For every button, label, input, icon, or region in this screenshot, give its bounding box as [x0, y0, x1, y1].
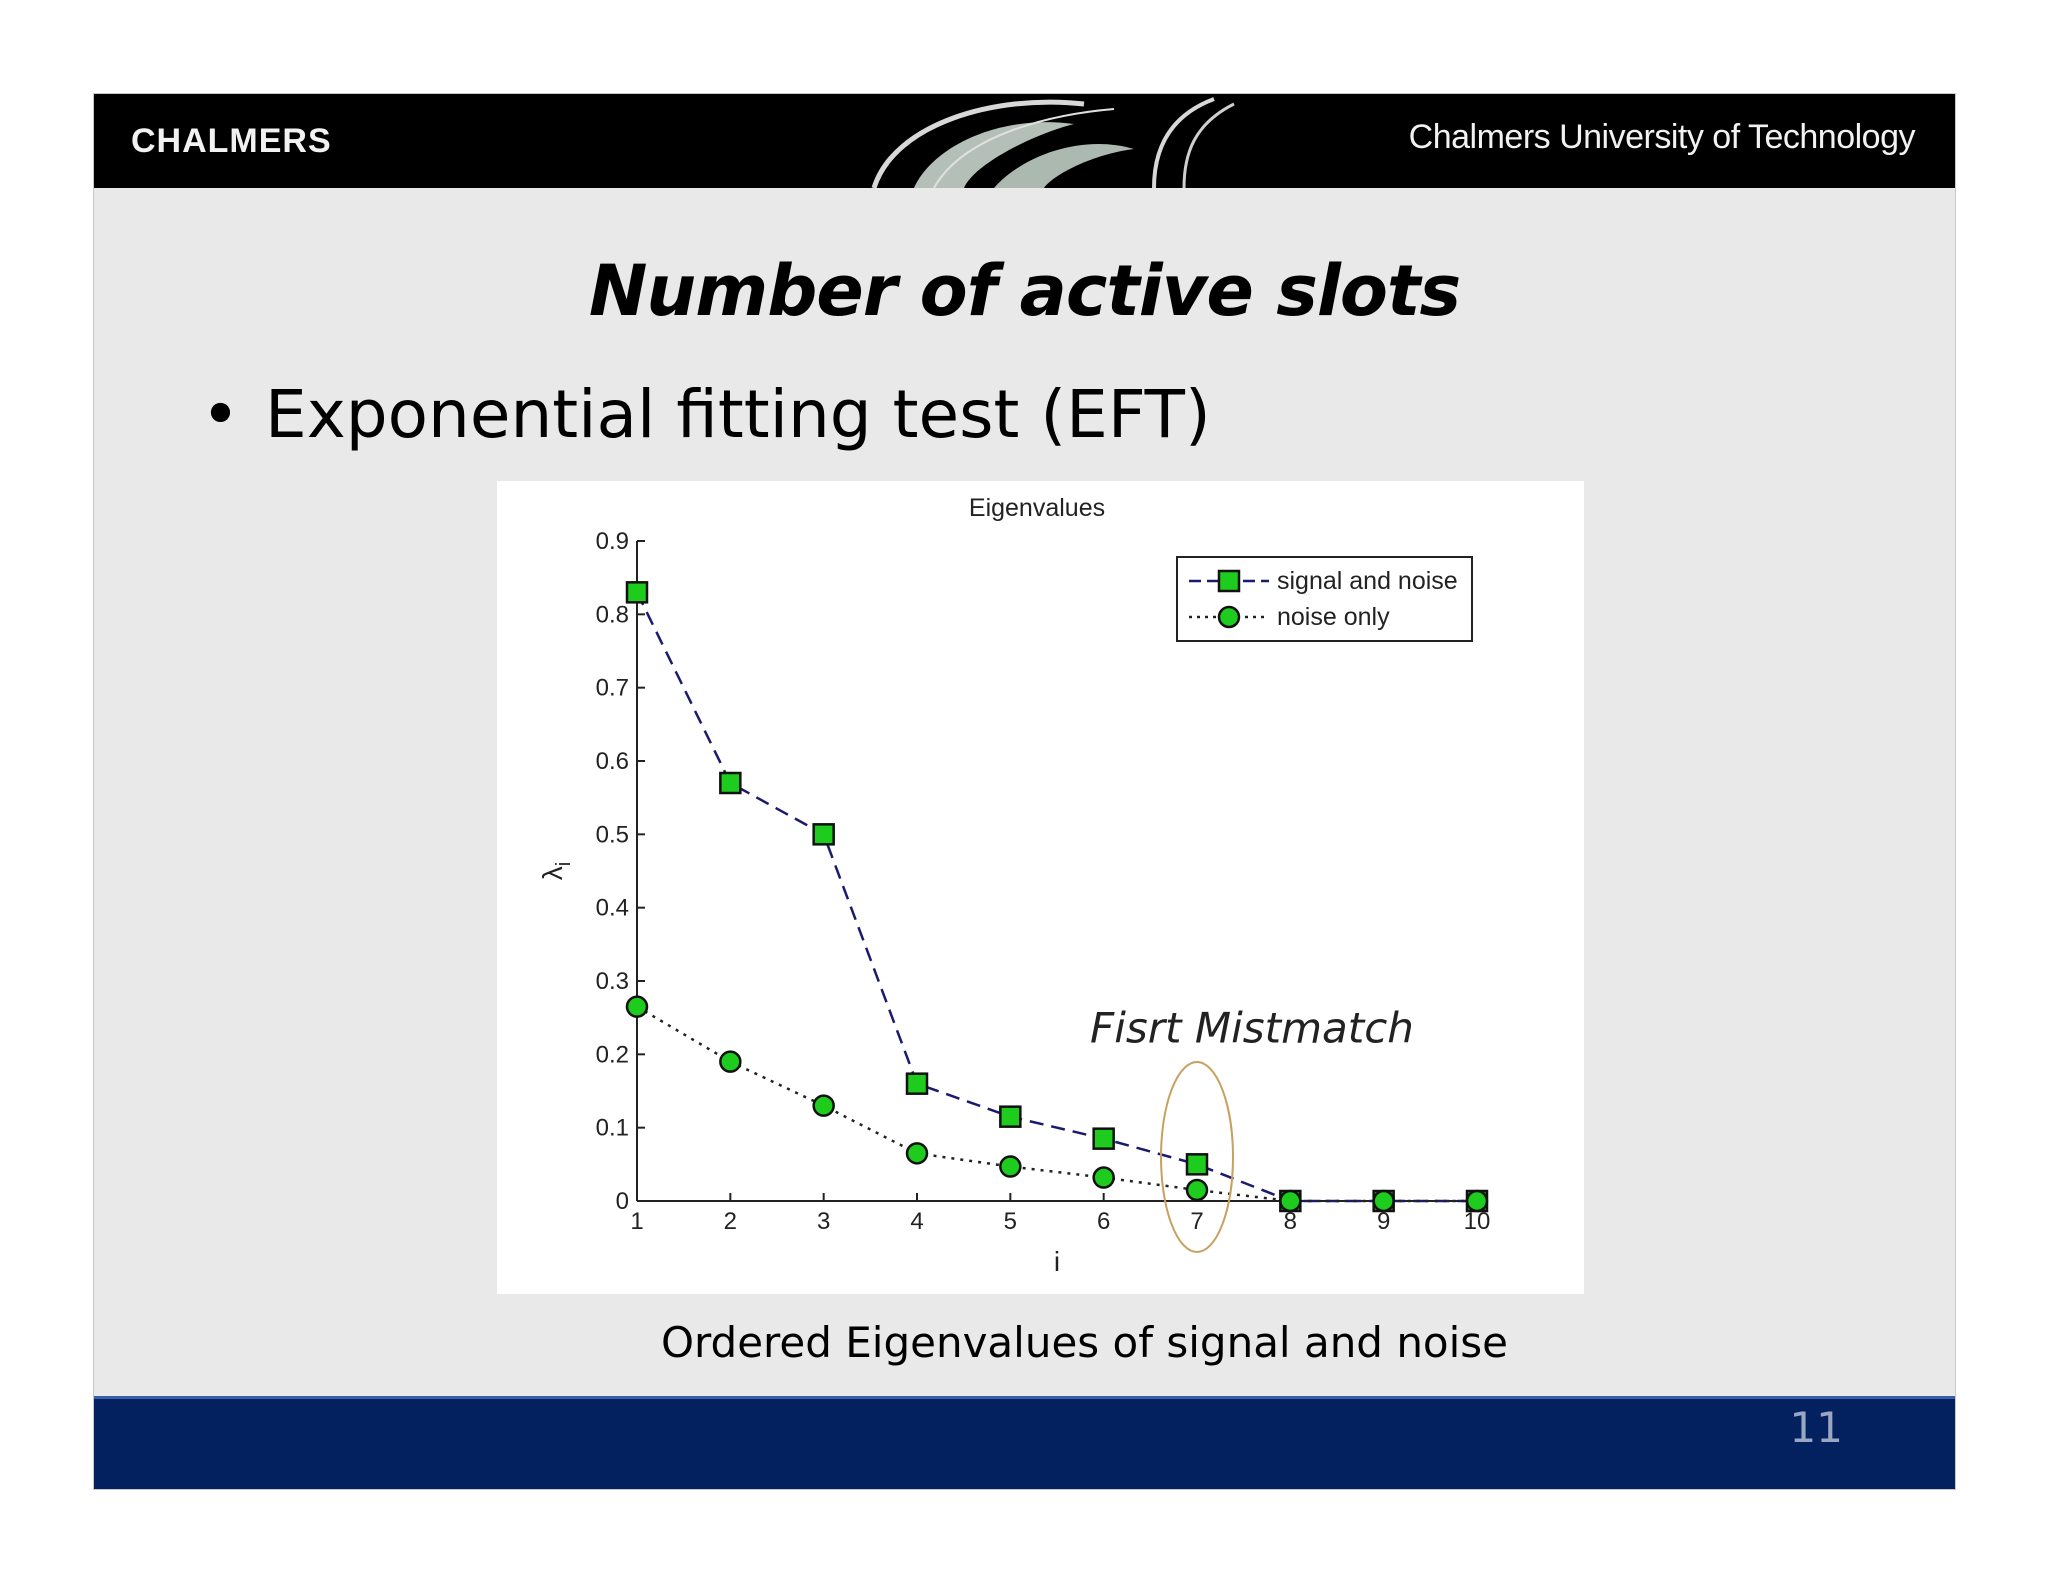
- data-point-square: [905, 1072, 929, 1095]
- x-axis-label: i: [1054, 1246, 1060, 1277]
- bullet-text: Exponential fitting test (EFT): [265, 376, 1211, 453]
- data-point-circle: [905, 1142, 929, 1165]
- page-number: 11: [1789, 1403, 1843, 1452]
- annotation-text: Fisrt Mistmatch: [1090, 1003, 1414, 1052]
- series-line-2: [636, 1005, 1477, 1203]
- legend-marker-square: [1217, 569, 1241, 593]
- y-tick-label: 0.6: [596, 748, 629, 775]
- y-tick-label: 0.7: [596, 675, 629, 702]
- data-point-circle: [1279, 1189, 1302, 1213]
- data-point-circle: [999, 1155, 1022, 1178]
- chalmers-logo: CHALMERS: [131, 122, 332, 160]
- annotation-ellipse: [1160, 1061, 1234, 1253]
- x-tick-label: 5: [1004, 1208, 1017, 1235]
- bullet-item: • Exponential fitting test (EFT): [201, 376, 1211, 453]
- x-tick-label: 8: [1284, 1208, 1297, 1235]
- data-point-circle: [625, 995, 649, 1018]
- y-tick-label: 0.9: [596, 528, 629, 555]
- y-tick-label: 0.4: [596, 895, 629, 922]
- x-tick-label: 4: [910, 1208, 923, 1235]
- data-point-square: [1092, 1127, 1115, 1150]
- swirl-decoration-icon: [871, 97, 1235, 188]
- y-axis-label-subscript: i: [553, 862, 575, 866]
- slide: CHALMERS Chalmers University of Technolo…: [93, 93, 1956, 1490]
- y-tick-label: 0: [616, 1188, 629, 1215]
- data-point-circle: [1092, 1166, 1115, 1189]
- series-line-1: [635, 591, 1477, 1203]
- y-tick-label: 0.8: [596, 601, 629, 628]
- x-tick-label: 7: [1190, 1208, 1203, 1235]
- y-axis-label: λi: [537, 862, 575, 880]
- annotation-layer: Fisrt Mistmatch: [1090, 1003, 1414, 1253]
- data-point-circle: [1465, 1189, 1489, 1213]
- x-tick-label: 1: [630, 1208, 643, 1235]
- chart-series-layer: [625, 581, 1489, 1213]
- legend-marker-circle: [1217, 605, 1241, 629]
- legend-label: noise only: [1277, 603, 1390, 631]
- data-point-circle: [719, 1050, 742, 1073]
- header-bar: CHALMERS Chalmers University of Technolo…: [94, 94, 1955, 188]
- x-tick-label: 3: [817, 1208, 830, 1235]
- data-point-circle: [812, 1094, 835, 1117]
- data-point-square: [812, 823, 835, 846]
- figure-caption: Ordered Eigenvalues of signal and noise: [660, 1318, 1509, 1367]
- slide-title: Number of active slots: [588, 250, 1461, 332]
- data-point-square: [999, 1105, 1022, 1128]
- data-point-square: [719, 771, 742, 795]
- data-point-square: [1185, 1153, 1209, 1176]
- data-point-circle: [1185, 1178, 1209, 1202]
- y-axis-label-main: λ: [537, 866, 568, 880]
- footer-bar: 11: [94, 1396, 1955, 1489]
- chart-svg: Eigenvalues 0 0.1 0.2 0.3 0.4 0.5 0.6 0.7 0.8 0.9…: [537, 494, 1490, 1277]
- x-tick-label: 10: [1464, 1208, 1491, 1235]
- y-tick-label: 0.3: [596, 968, 629, 995]
- chart-title: Eigenvalues: [969, 494, 1105, 522]
- chart-legend: signal and noise noise only: [1176, 556, 1473, 642]
- x-tick-label: 6: [1097, 1208, 1110, 1235]
- data-point-square: [625, 581, 649, 604]
- legend-label: signal and noise: [1277, 567, 1458, 595]
- university-name: Chalmers University of Technology: [1408, 118, 1916, 156]
- y-tick-label: 0.2: [596, 1041, 629, 1068]
- chart-axes: 0 0.1 0.2 0.3 0.4 0.5 0.6 0.7 0.8 0.9 1 2 3 4 5 6 7 8 9 10 i…: [537, 528, 1490, 1277]
- eigenvalue-chart: Eigenvalues 0 0.1 0.2 0.3 0.4 0.5 0.6 0.7 0.8 0.9…: [497, 481, 1584, 1294]
- y-tick-label: 0.5: [596, 821, 629, 848]
- data-point-circle: [1372, 1189, 1395, 1213]
- bullet-marker: •: [201, 376, 240, 453]
- x-tick-label: 2: [724, 1208, 737, 1235]
- x-tick-label: 9: [1377, 1208, 1390, 1235]
- y-tick-label: 0.1: [596, 1115, 629, 1142]
